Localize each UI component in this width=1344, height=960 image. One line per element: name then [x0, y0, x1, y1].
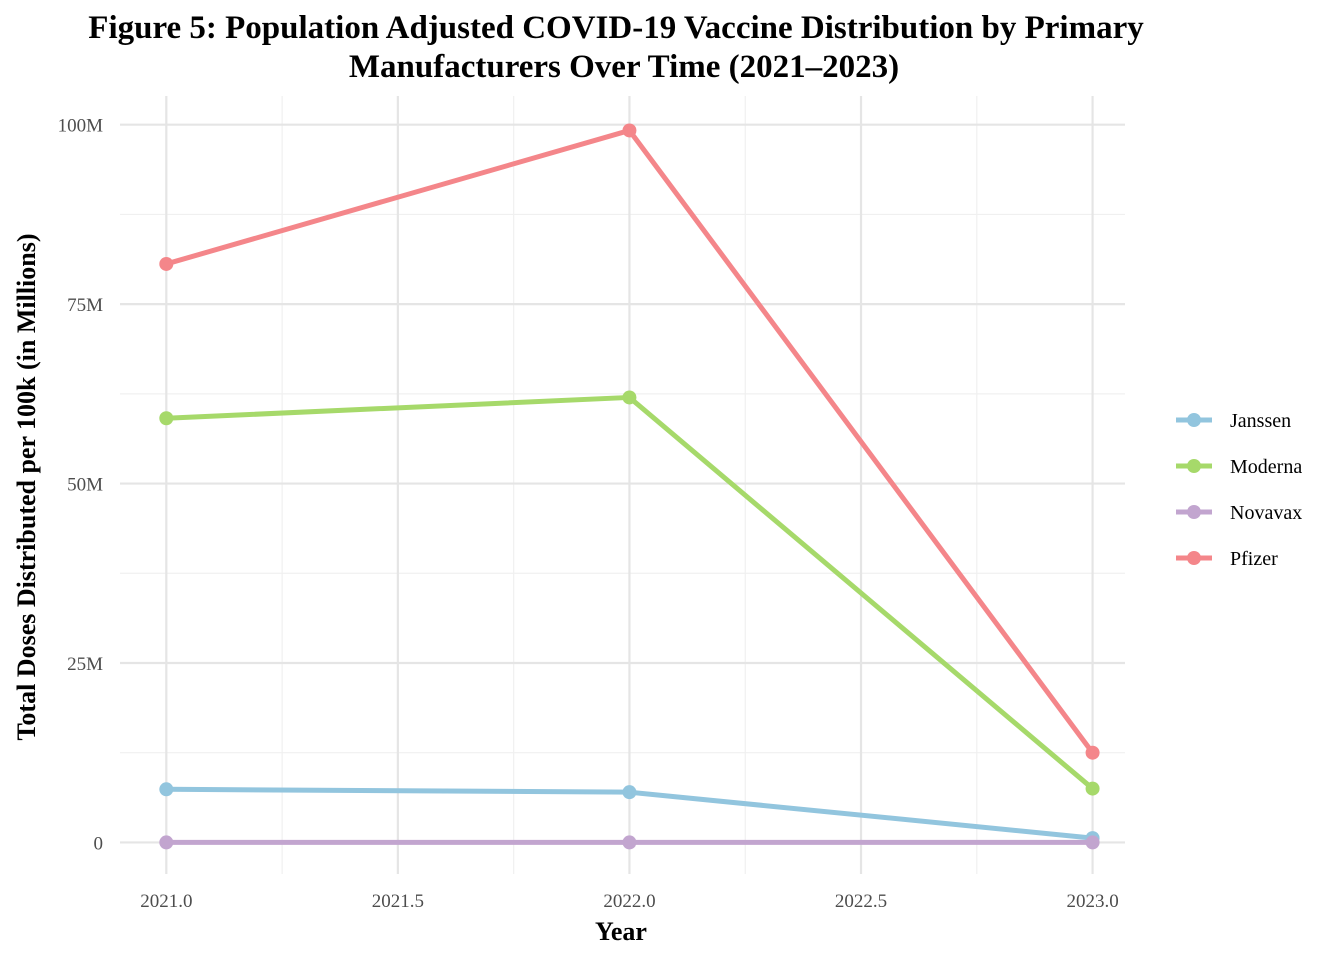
x-axis-ticks: 2021.0 2021.5 2022.0 2022.5 2023.0: [140, 891, 1119, 912]
legend-label-pfizer: Pfizer: [1230, 548, 1278, 570]
data-point-pfizer: [159, 256, 174, 271]
chart-title-line-2: Manufacturers Over Time (2021–2023): [349, 49, 899, 85]
data-point-pfizer: [1085, 745, 1100, 760]
data-point-moderna: [1085, 781, 1100, 796]
x-tick-label: 2021.5: [372, 891, 424, 912]
legend-label-moderna: Moderna: [1230, 456, 1302, 478]
chart-title: Figure 5: Population Adjusted COVID-19 V…: [88, 10, 1144, 85]
legend-label-janssen: Janssen: [1230, 410, 1291, 432]
data-point-novavax: [159, 835, 174, 850]
y-axis-ticks: 0 25M 50M 75M 100M: [58, 116, 104, 855]
legend-marker-pfizer: [1187, 551, 1201, 565]
data-point-moderna: [159, 411, 174, 426]
data-point-moderna: [622, 390, 637, 405]
data-point-novavax: [1085, 835, 1100, 850]
legend: Janssen Moderna Novavax Pfizer: [1176, 410, 1302, 570]
y-tick-label: 100M: [58, 116, 104, 137]
x-tick-label: 2023.0: [1066, 891, 1118, 912]
legend-marker-janssen: [1187, 413, 1201, 427]
data-point-janssen: [622, 785, 637, 800]
data-point-pfizer: [622, 123, 637, 138]
x-axis-title: Year: [595, 917, 647, 946]
legend-marker-novavax: [1187, 505, 1201, 519]
data-point-janssen: [159, 782, 174, 797]
y-tick-label: 50M: [67, 475, 103, 496]
legend-label-novavax: Novavax: [1230, 502, 1302, 524]
y-axis-title: Total Doses Distributed per 100k (in Mil…: [12, 233, 41, 740]
grid: [120, 96, 1125, 874]
y-tick-label: 75M: [67, 295, 103, 316]
data-point-novavax: [622, 835, 637, 850]
y-tick-label: 25M: [67, 654, 103, 675]
legend-marker-moderna: [1187, 459, 1201, 473]
x-tick-label: 2022.0: [603, 891, 655, 912]
x-tick-label: 2022.5: [835, 891, 887, 912]
chart-title-line-1: Figure 5: Population Adjusted COVID-19 V…: [88, 10, 1144, 46]
series-lines: [159, 123, 1100, 850]
x-tick-label: 2021.0: [140, 891, 192, 912]
y-tick-label: 0: [94, 833, 104, 854]
